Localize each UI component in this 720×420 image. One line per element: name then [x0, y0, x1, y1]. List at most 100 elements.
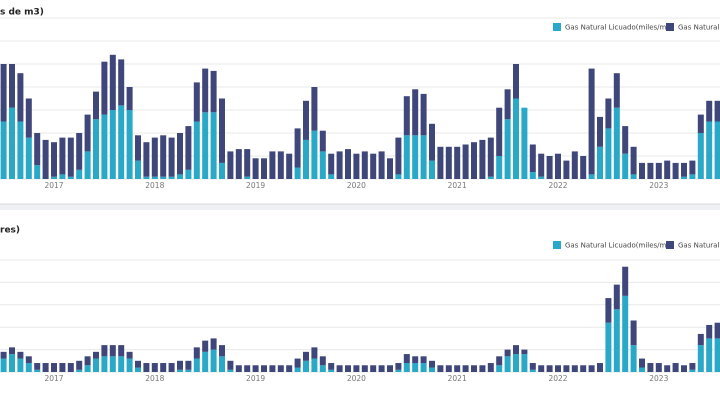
bar-segment — [487, 176, 494, 179]
bar-segment — [613, 309, 620, 372]
legend-label: Gas Natural Licuado(miles/m3) — [565, 24, 674, 32]
bar-segment — [521, 354, 528, 372]
x-tick-label: 2023 — [649, 181, 668, 190]
bar-segment — [67, 137, 74, 177]
bar-segment — [210, 349, 217, 372]
x-tick-label: 2017 — [44, 374, 63, 383]
bar-segment — [93, 351, 99, 359]
bar-segment — [286, 365, 293, 372]
bar-segment — [345, 149, 351, 179]
bar-segment — [630, 146, 637, 175]
bar-segment — [622, 266, 629, 296]
bar-segment — [630, 320, 637, 346]
bar-segment — [118, 59, 125, 106]
bar-segment — [714, 338, 720, 372]
bar-segment — [580, 365, 587, 372]
bar-segment — [294, 358, 301, 368]
bar-segment — [277, 151, 284, 179]
bar-segment — [193, 347, 200, 359]
bar-segment — [597, 146, 603, 179]
bar-segment — [42, 363, 49, 372]
bar-segment — [462, 144, 469, 179]
bar-segment — [277, 365, 284, 372]
bar-segment — [185, 126, 192, 170]
bar-segment — [126, 358, 133, 372]
bar-segment — [294, 128, 301, 168]
bar-segment — [34, 133, 41, 166]
bar-segment — [76, 133, 83, 170]
bar-segment — [244, 149, 251, 177]
bar-segment — [143, 142, 150, 177]
bar-segment — [395, 369, 402, 372]
bar-segment — [34, 363, 41, 370]
bar-segment — [34, 369, 41, 372]
bar-segment — [227, 151, 234, 179]
bar-segment — [219, 356, 225, 372]
bar-segment — [151, 363, 158, 372]
bar-segment — [479, 365, 486, 372]
bar-segment — [177, 369, 183, 372]
bar-segment — [84, 114, 91, 152]
bar-segment — [219, 162, 225, 179]
bar-segment — [655, 363, 662, 372]
bar-segment — [17, 73, 24, 122]
bar-segment — [168, 137, 175, 177]
bar-segment — [639, 358, 645, 368]
bar-segment — [109, 345, 116, 357]
bar-segment — [25, 137, 32, 179]
bar-segment — [160, 363, 167, 372]
bar-segment — [93, 91, 99, 120]
bar-segment — [706, 100, 713, 122]
bar-segment — [681, 162, 687, 177]
bar-segment — [42, 139, 49, 179]
bar-segment — [412, 356, 419, 364]
bar-segment — [689, 369, 696, 372]
bar-segment — [151, 176, 158, 179]
legend-label: Gas Natural( — [678, 242, 720, 250]
bar-segment — [319, 130, 326, 152]
x-tick-label: 2022 — [548, 181, 567, 190]
bar-segment — [420, 135, 427, 179]
bar-segment — [538, 176, 545, 179]
bar-segment — [193, 121, 200, 179]
bar-segment — [9, 107, 15, 179]
legend-swatch — [553, 23, 561, 31]
bar-segment — [403, 96, 410, 136]
bar-segment — [479, 139, 486, 179]
bar-segment — [588, 365, 595, 372]
bar-segment — [269, 151, 276, 179]
bar-segment — [529, 369, 536, 372]
bar-segment — [101, 61, 108, 115]
bar-segment — [538, 153, 545, 177]
bar-segment — [294, 367, 301, 372]
bar-segment — [319, 356, 326, 366]
x-tick-label: 2020 — [347, 181, 366, 190]
bar-segment — [597, 116, 603, 147]
bar-segment — [496, 107, 503, 156]
bar-segment — [202, 351, 209, 372]
bar-segment — [546, 156, 553, 179]
bar-segment — [706, 324, 713, 339]
bar-segment — [67, 363, 74, 372]
bar-segment — [177, 174, 183, 179]
bar-segment — [630, 174, 637, 179]
bar-segment — [454, 146, 461, 179]
bar-segment — [185, 369, 192, 372]
bar-segment — [311, 347, 318, 359]
bar-segment — [9, 347, 15, 355]
bar-segment — [689, 363, 696, 370]
bar-segment — [622, 153, 629, 179]
bar-segment — [311, 358, 318, 372]
bar-segment — [588, 174, 595, 179]
bar-segment — [597, 363, 603, 372]
bar-segment — [429, 360, 435, 368]
bar-segment — [403, 354, 410, 364]
bar-segment — [605, 98, 612, 129]
bar-segment — [168, 176, 175, 179]
legend-swatch — [666, 241, 674, 249]
bar-segment — [563, 160, 570, 179]
bar-segment — [571, 151, 578, 179]
bar-segment — [59, 174, 66, 179]
bar-segment — [555, 365, 561, 372]
